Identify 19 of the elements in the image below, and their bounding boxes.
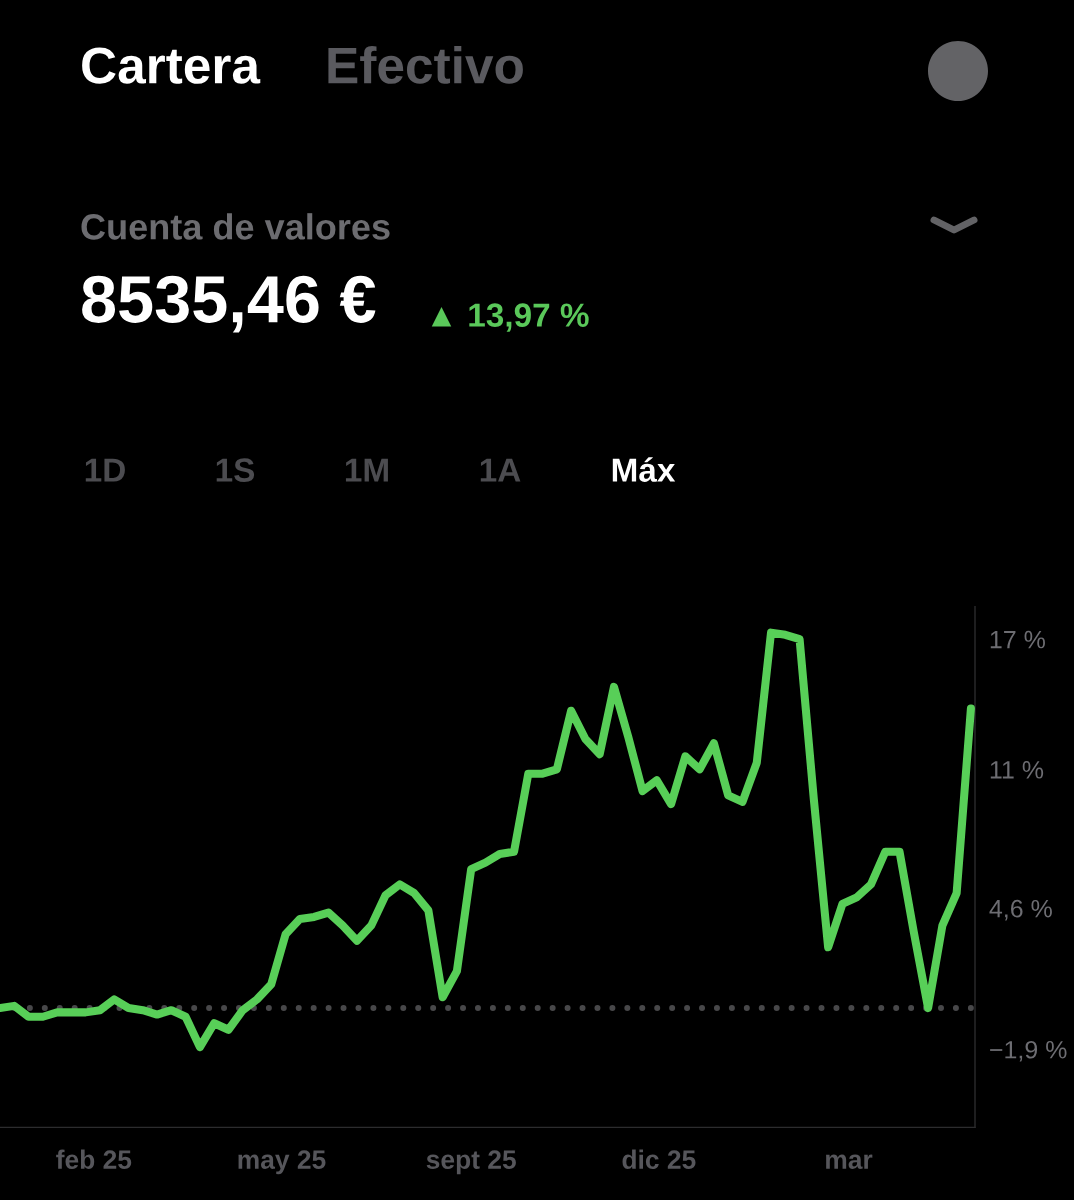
text: Efectivo [328,46,523,84]
x-tick-label: mar [826,1154,873,1170]
text: Máx [612,457,676,482]
text: 1S [216,458,255,482]
x-tick-label: feb 25 [56,1149,132,1170]
chart-subtitle: Cuenta de valores [81,213,390,240]
y-tick-label: −1,9 % [990,1040,1067,1062]
text: 8535,46 € [82,275,376,333]
y-tick-label: 4,6 % [989,899,1052,921]
x-tick-label: dic 25 [622,1149,696,1170]
y-tick-label: 11 % [990,761,1044,779]
text: ▲ 13,97 % [431,303,589,332]
text: 1A [480,458,521,482]
text: 1D [85,458,125,482]
y-tick-label: 17 % [990,630,1045,649]
x-tick-label: sept 25 [426,1150,516,1175]
chart-title: Cartera [82,47,261,84]
text: 1M [345,458,388,482]
x-tick-label: may 25 [238,1150,326,1175]
